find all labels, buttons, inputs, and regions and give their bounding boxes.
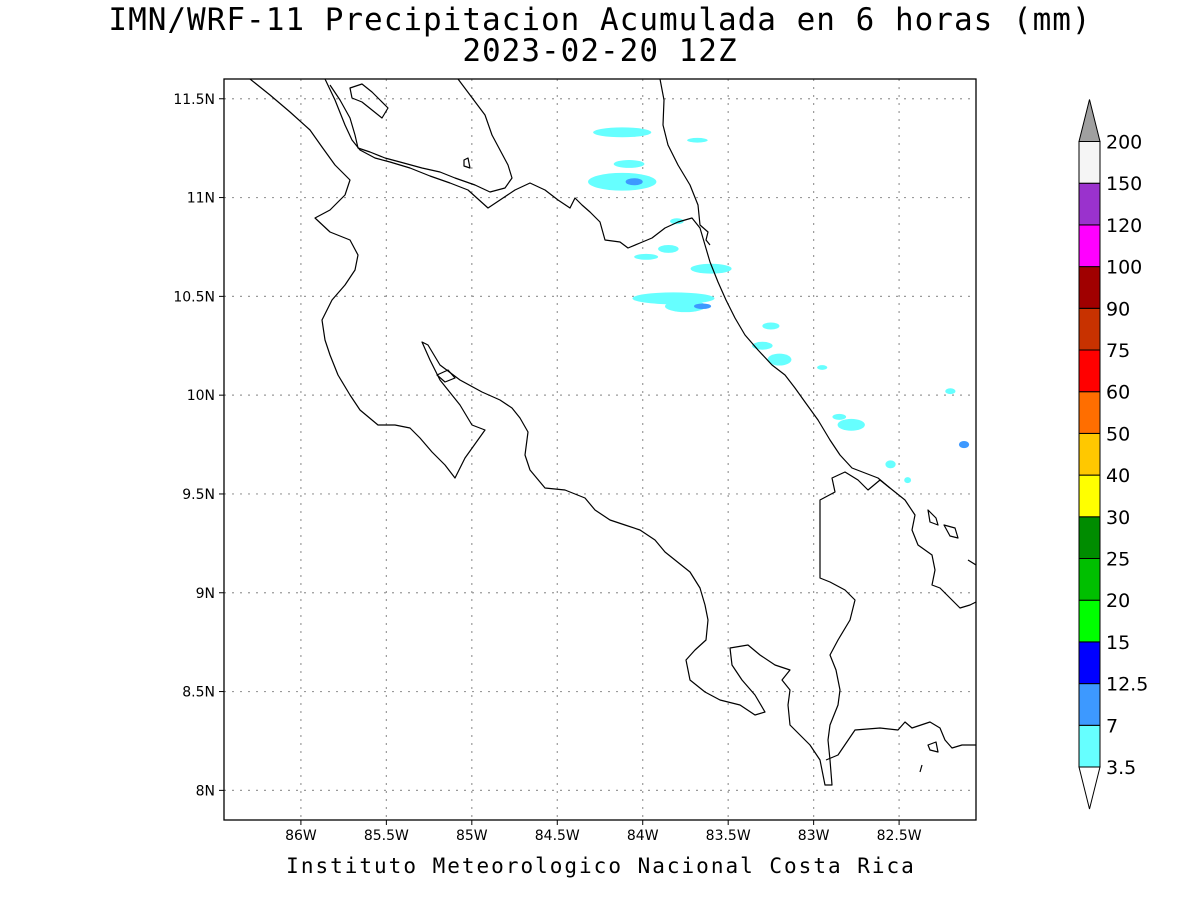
san-juan-river-coast bbox=[659, 79, 711, 246]
colorbar-label: 90 bbox=[1106, 298, 1130, 320]
colorbar-bin bbox=[1078, 349, 1101, 393]
panama-bocas-islands bbox=[927, 509, 976, 566]
precip-cell bbox=[837, 418, 865, 431]
colorbar-label: 3.5 bbox=[1106, 757, 1136, 779]
tick-label-lon: 85W bbox=[456, 828, 488, 844]
precip-cell bbox=[613, 160, 645, 168]
precip-cell bbox=[588, 172, 657, 191]
tick-label-lat: 10N bbox=[187, 388, 215, 404]
colorbar-bin bbox=[1078, 474, 1101, 518]
colorbar-label: 15 bbox=[1106, 632, 1130, 654]
precip-cell bbox=[625, 178, 643, 186]
colorbar-bin bbox=[1078, 141, 1101, 184]
precip-cell bbox=[593, 127, 652, 138]
footer-credit: Instituto Meteorologico Nacional Costa R… bbox=[286, 854, 916, 878]
tick-label-lat: 9.5N bbox=[182, 487, 215, 503]
precip-cell bbox=[945, 388, 956, 395]
panama-pacific-coast bbox=[825, 721, 976, 761]
lake-nicaragua-shore bbox=[329, 79, 513, 193]
tick-label-lon: 82.5W bbox=[877, 828, 922, 844]
tick-label-lat: 11.5N bbox=[173, 92, 215, 108]
precip-cell bbox=[687, 137, 708, 143]
panama-islet bbox=[919, 741, 939, 773]
tick-label-lat: 9N bbox=[196, 586, 215, 602]
precip-cell bbox=[694, 303, 712, 310]
colorbar-label: 100 bbox=[1106, 257, 1142, 279]
colorbar-label: 120 bbox=[1106, 215, 1142, 237]
map-axes: 86W 85.5W 85W 84.5W 84W 83.5W 83W 82.5W 11.5N 11N… bbox=[173, 92, 921, 844]
graticule bbox=[224, 79, 976, 820]
tick-label-lat: 8.5N bbox=[182, 685, 215, 701]
precip-cell bbox=[958, 441, 970, 449]
precip-cell bbox=[658, 244, 679, 253]
precip-cell bbox=[885, 460, 896, 469]
colorbar-low-triangle bbox=[1078, 766, 1101, 810]
colorbar-label: 7 bbox=[1106, 715, 1118, 737]
colorbar-label: 50 bbox=[1106, 423, 1130, 445]
colorbar-label: 75 bbox=[1106, 340, 1130, 362]
colorbar-bin bbox=[1078, 641, 1101, 685]
colorbar-bin bbox=[1078, 266, 1101, 309]
precip-cell bbox=[817, 365, 828, 370]
tick-label-lon: 84.5W bbox=[535, 828, 580, 844]
colorbar-bin bbox=[1078, 683, 1101, 726]
colorbar-bin bbox=[1078, 599, 1101, 643]
tick-label-lon: 83W bbox=[798, 828, 830, 844]
precip-cell bbox=[767, 353, 792, 366]
tick-label-lon: 84W bbox=[627, 828, 659, 844]
colorbar-bin bbox=[1078, 432, 1101, 476]
colorbar-bin bbox=[1078, 558, 1101, 601]
colorbar-bin bbox=[1078, 391, 1101, 434]
colorbar-bin bbox=[1078, 307, 1101, 351]
tick-label-lon: 85.5W bbox=[364, 828, 409, 844]
costa-rica-pacific-coastline bbox=[249, 79, 976, 786]
colorbar-label: 20 bbox=[1106, 590, 1130, 612]
colorbar-label: 40 bbox=[1106, 465, 1130, 487]
chart-subtitle: 2023-02-20 12Z bbox=[462, 33, 738, 69]
costa-rica-caribbean-coastline bbox=[324, 79, 891, 489]
colorbar: 3.5 7 12.5 15 20 25 30 40 50 60 75 90 100 120 150 200 bbox=[1078, 99, 1148, 810]
precip-cell bbox=[664, 300, 706, 313]
precip-cell bbox=[634, 253, 659, 260]
colorbar-bin bbox=[1078, 182, 1101, 226]
colorbar-label: 12.5 bbox=[1106, 674, 1148, 696]
precip-cell bbox=[670, 218, 684, 225]
tick-label-lat: 10.5N bbox=[173, 289, 215, 305]
colorbar-label: 60 bbox=[1106, 382, 1130, 404]
precip-cell bbox=[762, 322, 780, 330]
precip-cell bbox=[752, 341, 773, 350]
colorbar-bin bbox=[1078, 724, 1101, 768]
precipitation-field bbox=[588, 127, 970, 484]
map-frame bbox=[223, 78, 977, 821]
colorbar-label: 25 bbox=[1106, 549, 1130, 571]
colorbar-label: 200 bbox=[1106, 132, 1142, 154]
precip-cell bbox=[690, 263, 732, 274]
coastline bbox=[249, 79, 976, 786]
chart-title: IMN/WRF-11 Precipitacion Acumulada en 6 … bbox=[108, 2, 1092, 38]
tick-label-lat: 11N bbox=[187, 191, 215, 207]
colorbar-label: 150 bbox=[1106, 173, 1142, 195]
chira-island bbox=[436, 369, 456, 383]
tick-label-lon: 83.5W bbox=[706, 828, 751, 844]
island-ometepe bbox=[349, 83, 389, 119]
colorbar-label: 30 bbox=[1106, 507, 1130, 529]
tick-label-lon: 86W bbox=[285, 828, 317, 844]
colorbar-high-triangle bbox=[1078, 99, 1101, 142]
precip-cell bbox=[904, 477, 912, 484]
island-small bbox=[463, 157, 471, 169]
colorbar-bin bbox=[1078, 516, 1101, 559]
tick-label-lat: 8N bbox=[196, 783, 215, 799]
colorbar-bin bbox=[1078, 224, 1101, 268]
precip-cell bbox=[832, 413, 847, 420]
